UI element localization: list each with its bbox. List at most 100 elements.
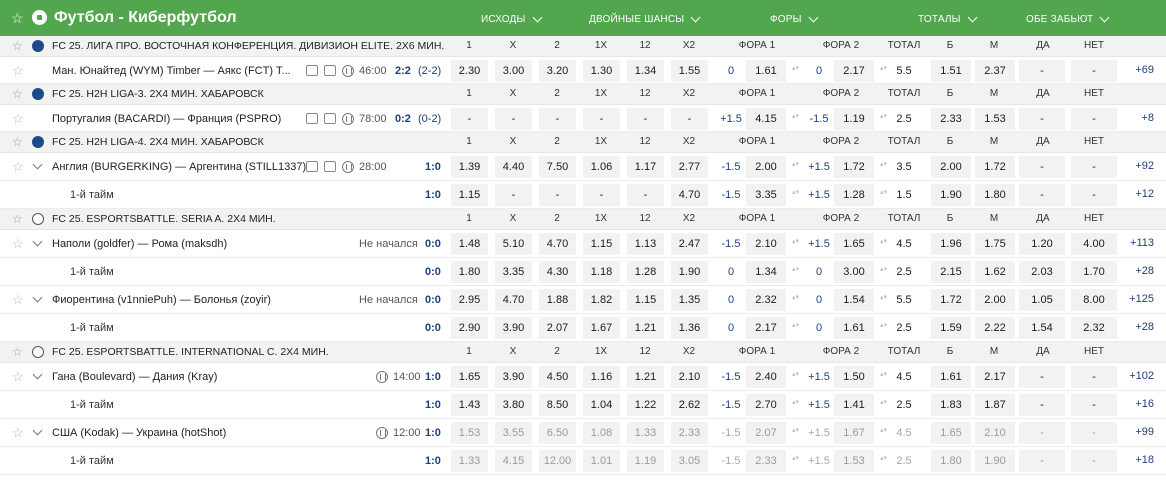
odds-cell[interactable]: 1.75 <box>975 233 1015 255</box>
odds-cell[interactable]: 2.07 <box>539 317 576 339</box>
event-title[interactable]: Англия (BURGERKING) — Аргентина (STILL13… <box>52 161 307 173</box>
odds-cell[interactable]: 2.00 <box>746 156 786 178</box>
odds-cell[interactable]: 1.51 <box>931 60 971 82</box>
odds-cell[interactable]: - <box>1019 366 1065 388</box>
favorite-star-icon[interactable]: ☆ <box>12 87 23 101</box>
odds-cell[interactable]: 7.50 <box>539 156 576 178</box>
odds-cell[interactable]: 2.03 <box>1019 261 1065 283</box>
odds-cell[interactable]: 1.22 <box>627 394 664 416</box>
odds-cell[interactable]: 1.96 <box>931 233 971 255</box>
odds-cell[interactable]: 4.30 <box>539 261 576 283</box>
odds-cell[interactable]: 1.20 <box>1019 233 1065 255</box>
odds-cell[interactable]: 3.90 <box>495 317 532 339</box>
favorite-star-icon[interactable]: ☆ <box>12 236 24 251</box>
odds-cell[interactable]: 4.15 <box>495 450 532 472</box>
odds-cell[interactable]: 2.22 <box>975 317 1015 339</box>
odds-cell[interactable]: 2.30 <box>451 60 488 82</box>
event-row[interactable]: ☆ Ман. Юнайтед (WYM) Timber — Аякс (FCT) … <box>0 57 1166 84</box>
odds-cell[interactable]: 2.10 <box>746 233 786 255</box>
odds-cell[interactable]: 2.90 <box>451 317 488 339</box>
event-title[interactable]: Фиорентина (v1nniePuh) — Болонья (zoyir) <box>52 294 271 306</box>
odds-cell[interactable]: 1.55 <box>671 60 708 82</box>
odds-cell[interactable]: 3.55 <box>495 422 532 444</box>
odds-cell[interactable]: - <box>1071 184 1117 206</box>
group-both-score[interactable]: ОБЕ ЗАБЬЮТ <box>1026 12 1110 26</box>
period-row[interactable]: 1-й тайм 0:0 2.90 3.90 2.07 1.67 1.21 1.36 0 2.17… <box>0 314 1166 342</box>
odds-cell[interactable]: 2.17 <box>834 60 874 82</box>
chevron-down-icon[interactable] <box>32 159 43 170</box>
odds-cell[interactable]: 1.65 <box>834 233 874 255</box>
favorite-star-icon[interactable]: ☆ <box>12 111 24 126</box>
odds-cell[interactable]: 4.00 <box>1071 233 1117 255</box>
odds-cell[interactable]: - <box>1019 156 1065 178</box>
more-markets-link[interactable]: +28 <box>1135 265 1154 277</box>
more-markets-link[interactable]: +102 <box>1129 370 1154 382</box>
video-icon[interactable] <box>306 113 318 124</box>
video-icon[interactable] <box>306 65 318 76</box>
more-markets-link[interactable]: +99 <box>1135 426 1154 438</box>
more-markets-link[interactable]: +28 <box>1135 321 1154 333</box>
odds-cell[interactable]: 2.33 <box>931 108 971 130</box>
odds-cell[interactable]: - <box>1019 422 1065 444</box>
odds-cell[interactable]: 3.35 <box>495 261 532 283</box>
favorite-star-icon[interactable]: ☆ <box>12 39 23 53</box>
group-double-chance[interactable]: ДВОЙНЫЕ ШАНСЫ <box>589 12 701 26</box>
odds-cell[interactable]: 1.67 <box>583 317 620 339</box>
odds-cell[interactable]: - <box>1019 108 1065 130</box>
odds-cell[interactable]: 2.77 <box>671 156 708 178</box>
odds-cell[interactable]: 1.83 <box>931 394 971 416</box>
odds-cell[interactable]: 2.10 <box>975 422 1015 444</box>
chevron-down-icon[interactable] <box>32 236 43 247</box>
odds-cell[interactable]: - <box>1071 366 1117 388</box>
odds-cell[interactable]: 1.21 <box>627 366 664 388</box>
chevron-down-icon[interactable] <box>32 369 43 380</box>
odds-cell[interactable]: 2.17 <box>975 366 1015 388</box>
odds-cell[interactable]: 1.72 <box>834 156 874 178</box>
event-row[interactable]: ☆ Португалия (BACARDI) — Франция (PSPRO) 7… <box>0 105 1166 132</box>
odds-cell[interactable]: - <box>1071 108 1117 130</box>
odds-cell[interactable]: 1.28 <box>834 184 874 206</box>
odds-cell[interactable]: 3.90 <box>495 366 532 388</box>
odds-cell[interactable]: 1.15 <box>451 184 488 206</box>
event-row[interactable]: ☆ Англия (BURGERKING) — Аргентина (STILL1… <box>0 153 1166 181</box>
favorite-star-icon[interactable]: ☆ <box>12 369 24 384</box>
odds-cell[interactable]: 4.50 <box>539 366 576 388</box>
odds-cell[interactable]: 1.72 <box>975 156 1015 178</box>
odds-cell[interactable]: 1.35 <box>671 289 708 311</box>
odds-cell[interactable]: 1.80 <box>931 450 971 472</box>
odds-cell[interactable]: 1.43 <box>451 394 488 416</box>
odds-cell[interactable]: 1.53 <box>451 422 488 444</box>
odds-cell[interactable]: 1.36 <box>671 317 708 339</box>
favorite-star-icon[interactable]: ☆ <box>12 63 24 78</box>
odds-cell[interactable]: - <box>1019 450 1065 472</box>
odds-cell[interactable]: 2.33 <box>746 450 786 472</box>
odds-cell[interactable]: 1.04 <box>583 394 620 416</box>
odds-cell[interactable]: 2.15 <box>931 261 971 283</box>
more-markets-link[interactable]: +113 <box>1130 237 1154 249</box>
odds-cell[interactable]: 1.90 <box>975 450 1015 472</box>
chevron-down-icon[interactable] <box>32 425 43 436</box>
odds-cell[interactable]: - <box>1071 450 1117 472</box>
odds-cell[interactable]: 1.30 <box>583 60 620 82</box>
odds-cell[interactable]: 1.59 <box>931 317 971 339</box>
event-row[interactable]: ☆ Гана (Boulevard) — Дания (Kray) 14:00 1:0… <box>0 363 1166 391</box>
more-markets-link[interactable]: +8 <box>1141 112 1154 124</box>
odds-cell[interactable]: 1.06 <box>583 156 620 178</box>
odds-cell[interactable]: 1.15 <box>583 233 620 255</box>
group-outcomes[interactable]: ИСХОДЫ <box>481 12 543 26</box>
odds-cell[interactable]: 3.80 <box>495 394 532 416</box>
field-icon[interactable] <box>324 161 336 172</box>
odds-cell[interactable]: - <box>1071 156 1117 178</box>
more-markets-link[interactable]: +92 <box>1135 160 1154 172</box>
odds-cell[interactable]: 4.70 <box>671 184 708 206</box>
period-row[interactable]: 1-й тайм 1:0 1.33 4.15 12.00 1.01 1.19 3.05 -1.5… <box>0 447 1166 475</box>
odds-cell[interactable]: 1.18 <box>583 261 620 283</box>
odds-cell[interactable]: 1.01 <box>583 450 620 472</box>
odds-cell[interactable]: 1.08 <box>583 422 620 444</box>
favorite-star-icon[interactable]: ☆ <box>12 292 24 307</box>
league-header[interactable]: ☆ FC 25. H2H LIGA-3. 2Х4 МИН. ХАБАРОВСК 1 X… <box>0 84 1166 105</box>
odds-cell[interactable]: 1.87 <box>975 394 1015 416</box>
odds-cell[interactable]: 1.28 <box>627 261 664 283</box>
odds-cell[interactable]: 1.80 <box>451 261 488 283</box>
odds-cell[interactable]: 2.32 <box>746 289 786 311</box>
